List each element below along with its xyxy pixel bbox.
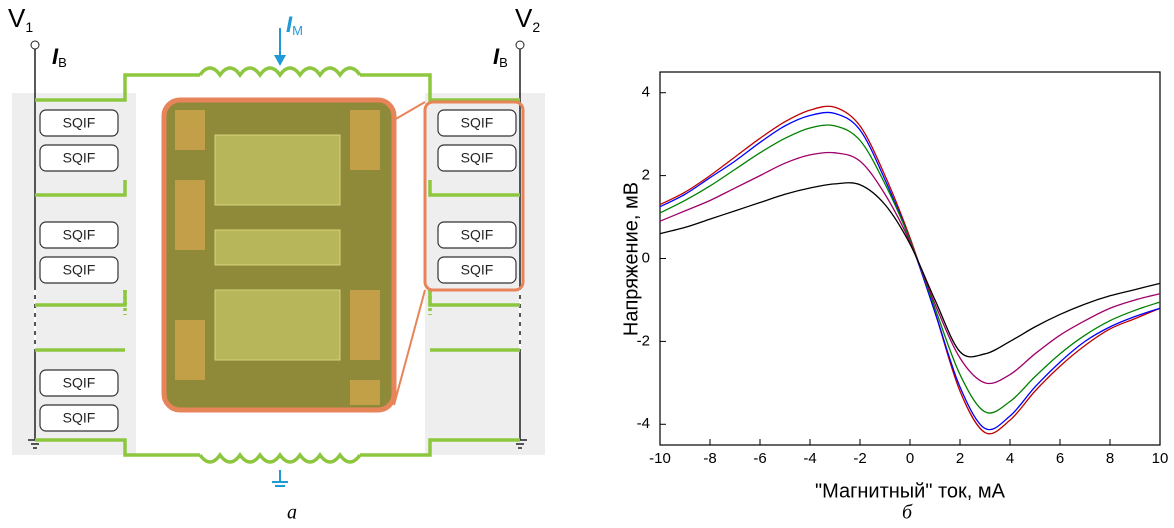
data-line [660,183,1160,357]
y-tick-label: 0 [642,249,650,266]
sqif-label: SQIF [63,150,96,166]
im-label: IM [286,12,303,39]
x-tick-label: 0 [906,450,914,467]
caption: б [902,502,913,524]
data-line [660,106,1160,434]
y-tick-label: 4 [642,84,650,101]
y-axis-label: Напряжение, мВ [620,182,642,336]
sqif-label: SQIF [461,262,494,278]
x-tick-label: -10 [649,450,671,467]
sqif-label: SQIF [63,262,96,278]
sqif-label: SQIF [63,115,96,131]
sqif-label: SQIF [63,375,96,391]
x-tick-label: -2 [853,450,866,467]
sqif-label: SQIF [461,227,494,243]
x-tick-label: 8 [1106,450,1114,467]
x-axis-label: "Магнитный" ток, мА [815,480,1006,502]
y-tick-label: 2 [642,167,650,184]
sqif-label: SQIF [461,150,494,166]
v2-label: V2 [515,3,540,35]
y-tick-label: -4 [637,415,650,432]
sqif-label: SQIF [63,410,96,426]
data-line [660,112,1160,429]
x-tick-label: 4 [1006,450,1014,467]
x-tick-label: 2 [956,450,964,467]
data-line [660,152,1160,383]
ib-label: IB [52,44,67,71]
x-tick-label: -8 [703,450,716,467]
sqif-label: SQIF [63,227,96,243]
v1-label: V1 [8,3,33,35]
sqif-label: SQIF [461,115,494,131]
sqif-column: SQIF SQIF SQIF SQIF SQIF SQIF [40,110,118,431]
x-tick-label: 10 [1152,450,1169,467]
y-tick-label: -2 [637,332,650,349]
plot-frame [660,72,1160,445]
data-line [660,125,1160,413]
ib-label: IB [493,44,508,71]
x-tick-label: -4 [803,450,816,467]
x-tick-label: 6 [1056,450,1064,467]
figure: SQIFSQIFSQIFSQIFSQIFSQIF SQIFSQIFSQIFSQI… [0,0,1174,528]
x-tick-label: -6 [753,450,766,467]
caption: а [287,502,297,524]
chart: Напряжение, мВ "Магнитный" ток, мА -10 -8… [620,72,1168,502]
